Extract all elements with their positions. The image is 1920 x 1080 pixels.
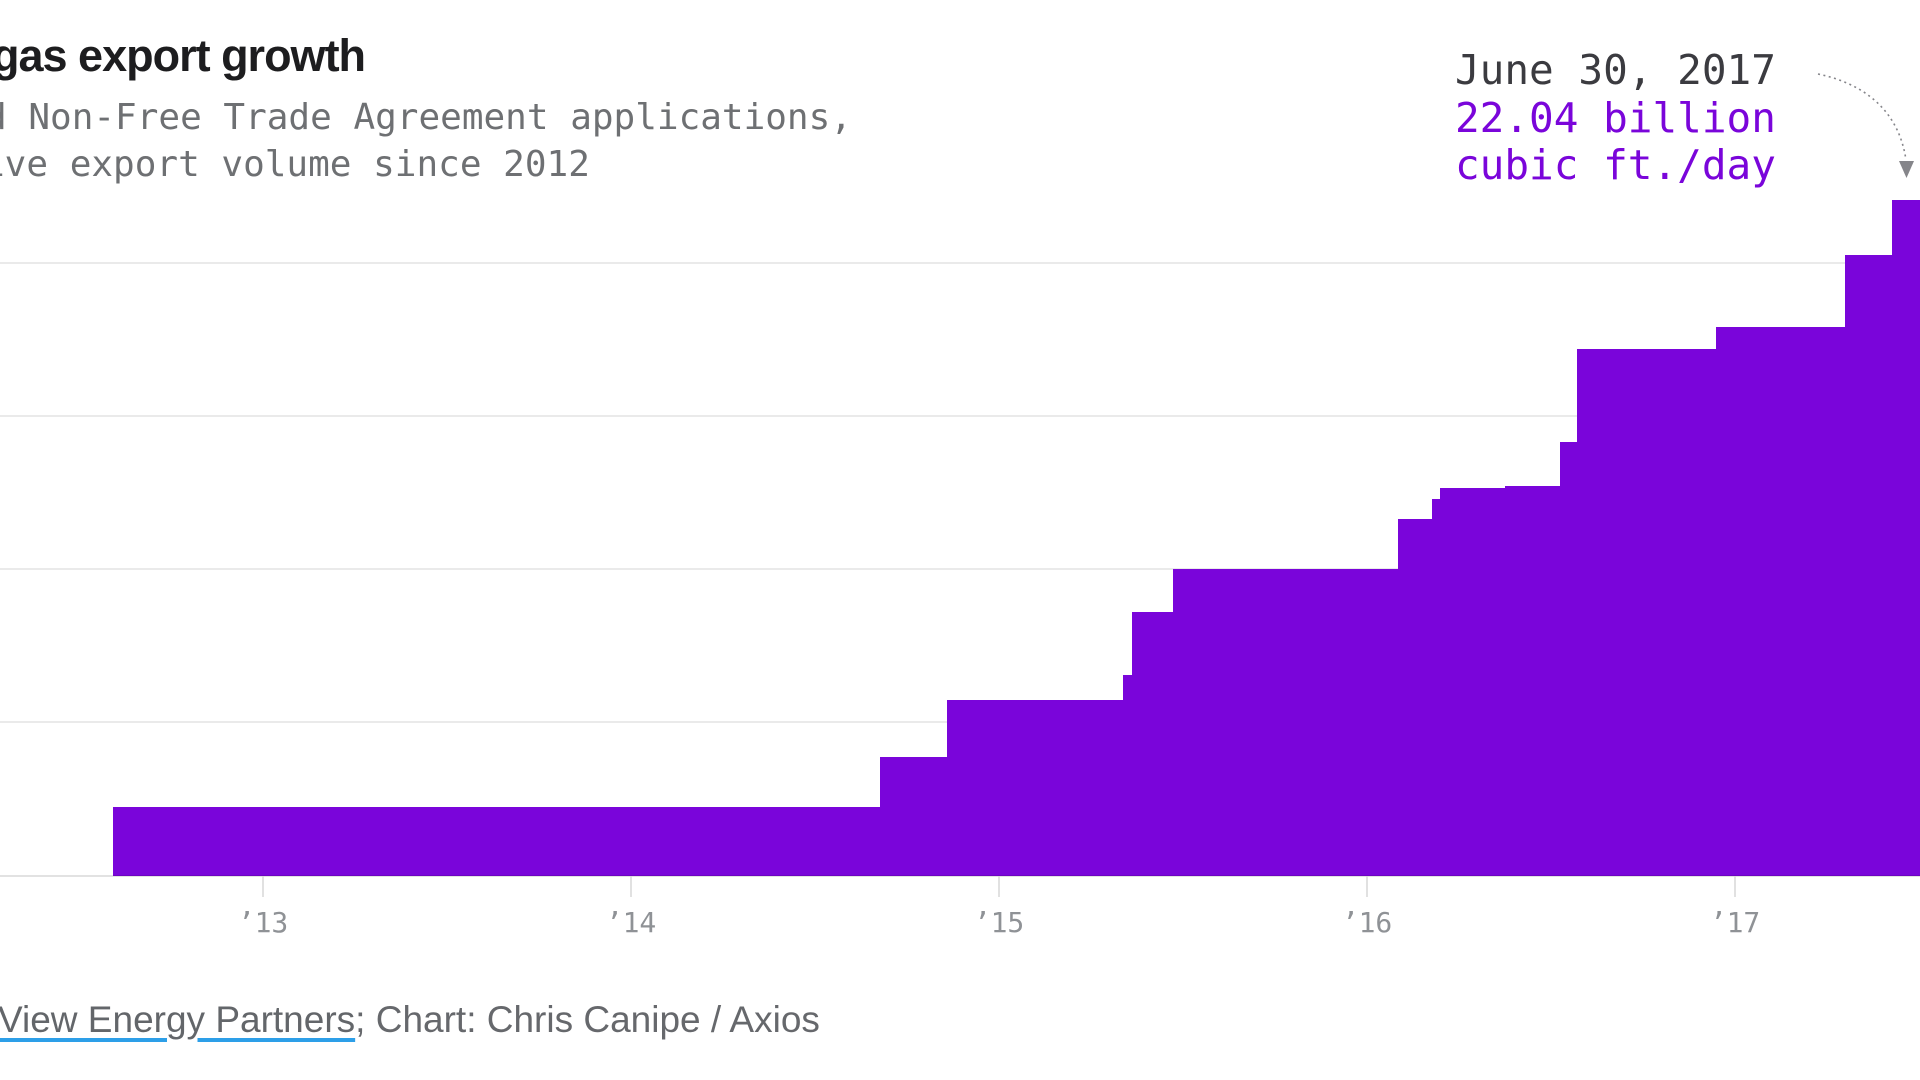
annotation-arrow-curve bbox=[1817, 73, 1907, 161]
x-tick-label: ’17 bbox=[1709, 906, 1761, 939]
annotation-value: 22.04 billion bbox=[1455, 94, 1776, 142]
annotation-unit: cubic ft./day bbox=[1455, 141, 1776, 189]
chart-credit: Chart: Chris Canipe / Axios bbox=[365, 999, 820, 1040]
x-tick-label: ’13 bbox=[237, 906, 289, 939]
x-tick-label: ’16 bbox=[1341, 906, 1393, 939]
source-link[interactable]: View Energy Partners bbox=[0, 999, 356, 1040]
source-separator: ; bbox=[355, 999, 366, 1040]
step-area-series bbox=[113, 200, 1920, 876]
annotation-date: June 30, 2017 bbox=[1455, 46, 1776, 94]
chart-subtitle-line2: ive export volume since 2012 bbox=[0, 144, 590, 185]
x-tick-label: ’15 bbox=[973, 906, 1025, 939]
x-tick-label: ’14 bbox=[605, 906, 657, 939]
chart-title: gas export growth bbox=[0, 30, 366, 81]
source-credit-line: View Energy Partners; Chart: Chris Canip… bbox=[0, 999, 820, 1041]
annotation-arrowhead-icon bbox=[1899, 161, 1914, 178]
chart-subtitle-line1: d Non-Free Trade Agreement applications, bbox=[0, 97, 852, 138]
